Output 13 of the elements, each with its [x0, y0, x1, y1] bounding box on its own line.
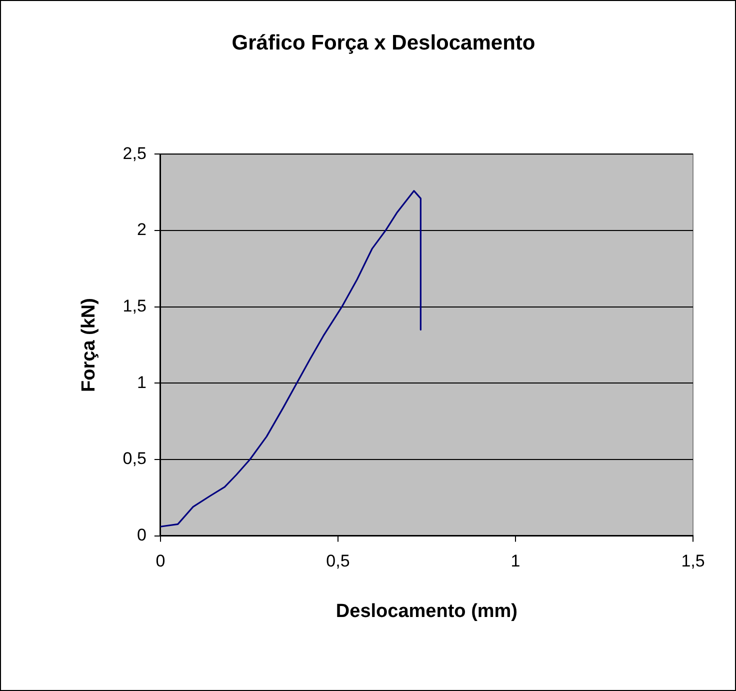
x-tick-label: 1,5 [681, 552, 705, 571]
chart-title: Gráfico Força x Deslocamento [232, 31, 536, 54]
y-tick-label: 0 [136, 525, 146, 544]
x-tick-label: 0 [156, 552, 166, 571]
y-tick-label: 1,5 [122, 296, 146, 316]
x-tick-label: 0,5 [326, 552, 350, 571]
x-tick-label: 1 [510, 552, 520, 571]
y-tick-label: 1 [136, 372, 146, 392]
y-tick-label: 2,5 [122, 144, 146, 163]
y-tick-label: 0,5 [122, 449, 146, 468]
y-axis-title: Força (kN) [78, 298, 100, 392]
x-axis-title: Deslocamento (mm) [336, 600, 518, 622]
y-tick-label: 2 [136, 220, 146, 240]
